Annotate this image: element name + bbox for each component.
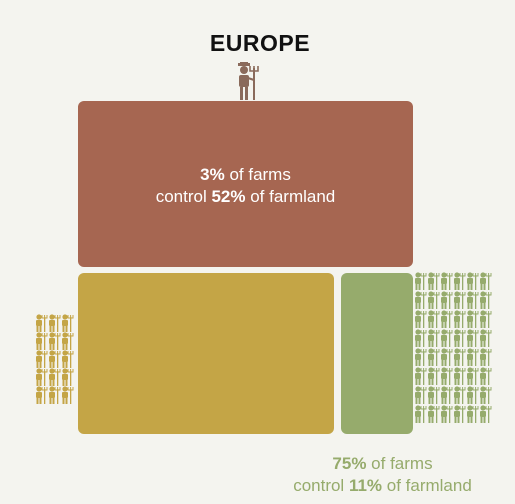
farmer-icon: [454, 405, 466, 423]
farmer-icon: [415, 291, 427, 309]
farmer-icon: [428, 367, 440, 385]
farmer-with-pitchfork-icon: [238, 62, 259, 100]
farmer-icon: [441, 367, 453, 385]
farmer-icon: [467, 367, 479, 385]
farmer-icon: [454, 272, 466, 290]
farmer-icon: [467, 348, 479, 366]
farmer-icon: [415, 310, 427, 328]
farmer-icon: [49, 332, 61, 350]
farmer-icon: [441, 386, 453, 404]
farmer-icon: [415, 348, 427, 366]
farmer-icon: [62, 314, 74, 332]
farmer-icon: [467, 291, 479, 309]
farmer-icon: [62, 350, 74, 368]
farmer-icon: [428, 405, 440, 423]
farmer-icon: [441, 329, 453, 347]
large-farmland-control-text: control: [155, 187, 212, 206]
farmer-icon: [415, 405, 427, 423]
farmer-icon: [36, 332, 48, 350]
farmer-icon: [441, 272, 453, 290]
farmer-icon: [36, 314, 48, 332]
large-farms-block: [78, 101, 413, 267]
farmer-icon: [480, 310, 492, 328]
farmer-icon: [428, 310, 440, 328]
farmer-icon: [467, 386, 479, 404]
farmer-icon: [467, 272, 479, 290]
farmer-icon: [467, 405, 479, 423]
large-farms-share-text: of farms: [224, 165, 291, 184]
farmer-icon: [415, 329, 427, 347]
farmer-icon: [454, 329, 466, 347]
small-farms-share-value: 75%: [332, 454, 367, 473]
small-farms-share-text: of farms: [366, 454, 433, 473]
farmer-icon: [428, 272, 440, 290]
farmer-icon: [454, 310, 466, 328]
chart-title: EUROPE: [209, 30, 311, 56]
farmer-icon: [480, 272, 492, 290]
farmer-icon: [428, 386, 440, 404]
farmer-icon: [49, 314, 61, 332]
farmer-icon: [415, 386, 427, 404]
farmer-icon: [441, 291, 453, 309]
farmer-icon: [480, 291, 492, 309]
small-farms-caption: 75% of farms control 11% of farmland: [250, 453, 515, 497]
farmer-icon: [428, 348, 440, 366]
farmer-icon: [480, 386, 492, 404]
large-farms-share-value: 3%: [200, 165, 225, 184]
farmer-icon: [36, 350, 48, 368]
farmer-icon: [454, 367, 466, 385]
small-farmland-value: 11%: [348, 476, 383, 495]
farmer-icon: [441, 405, 453, 423]
farmer-icon: [62, 332, 74, 350]
farmer-icon: [415, 367, 427, 385]
medium-farms-block: [78, 273, 334, 434]
small-farmland-text: of farmland: [382, 476, 472, 495]
farmer-icon: [441, 310, 453, 328]
large-farmland-text: of farmland: [245, 187, 336, 206]
farmer-icon: [454, 291, 466, 309]
farmer-icon: [62, 386, 74, 404]
small-farmland-control-text: control: [293, 476, 349, 495]
farmer-group-icon: [36, 314, 74, 404]
small-farms-block: [341, 273, 413, 434]
farmer-icon: [480, 348, 492, 366]
farmer-group-icon: [415, 272, 492, 423]
farmer-icon: [49, 350, 61, 368]
farmer-icon: [480, 329, 492, 347]
farmer-icon: [415, 272, 427, 290]
farmer-icon: [62, 368, 74, 386]
farmer-icon: [49, 368, 61, 386]
farmer-icon: [480, 367, 492, 385]
farmer-icon: [480, 405, 492, 423]
farmer-icon: [428, 291, 440, 309]
farmer-icon: [454, 386, 466, 404]
farmer-icon: [454, 348, 466, 366]
farmer-icon: [49, 386, 61, 404]
farmer-icon: [441, 348, 453, 366]
large-farms-caption: 3% of farms control 52% of farmland: [78, 164, 413, 208]
farmer-icon: [467, 329, 479, 347]
farmer-icon: [36, 368, 48, 386]
farmer-icon: [467, 310, 479, 328]
farmer-icon: [36, 386, 48, 404]
farmer-icon: [428, 329, 440, 347]
large-farmland-value: 52%: [211, 187, 246, 206]
